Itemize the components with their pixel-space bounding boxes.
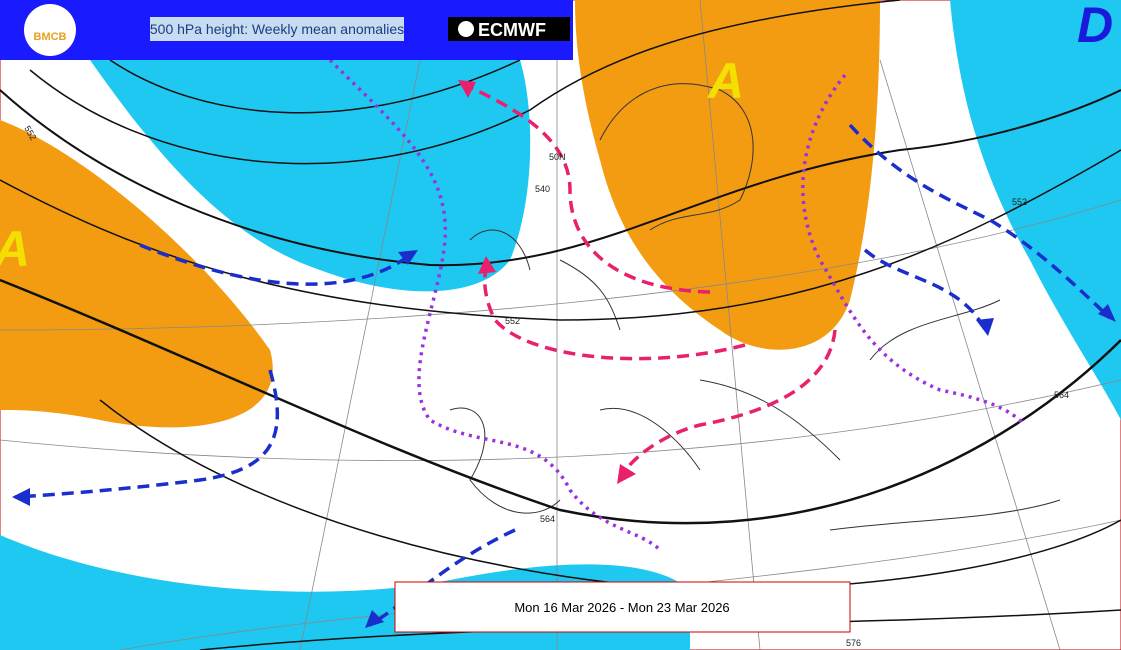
contour-label: 552 — [1012, 197, 1027, 207]
logo — [24, 4, 76, 56]
flow-arrow — [14, 58, 1112, 627]
arrow-heads — [12, 80, 1116, 628]
contour-label: 552 — [505, 316, 520, 326]
anomaly-label: A — [706, 53, 744, 109]
coastline — [449, 83, 1061, 531]
positive-anomaly — [575, 0, 880, 350]
contour-label: 564 — [1054, 390, 1069, 400]
date-box — [394, 581, 851, 633]
positive-anomaly — [0, 120, 273, 428]
logo-text: BMCB — [34, 31, 67, 43]
brand-icon — [458, 21, 474, 37]
negative-anomaly — [90, 60, 531, 292]
title-box — [150, 17, 404, 41]
negative-anomaly — [950, 0, 1121, 420]
date-range: Mon 16 Mar 2026 - Mon 23 Mar 2026 — [514, 600, 729, 615]
anomaly-label: A — [0, 221, 30, 277]
contour-label: 576 — [846, 638, 861, 648]
anomaly-label: D — [1077, 0, 1113, 53]
title: 500 hPa height: Weekly mean anomalies — [150, 21, 404, 37]
latitude-label: 50N — [549, 152, 566, 162]
contour-label: 564 — [540, 514, 555, 524]
contour-label: 540 — [535, 184, 550, 194]
brand: ECMWF — [478, 20, 546, 40]
